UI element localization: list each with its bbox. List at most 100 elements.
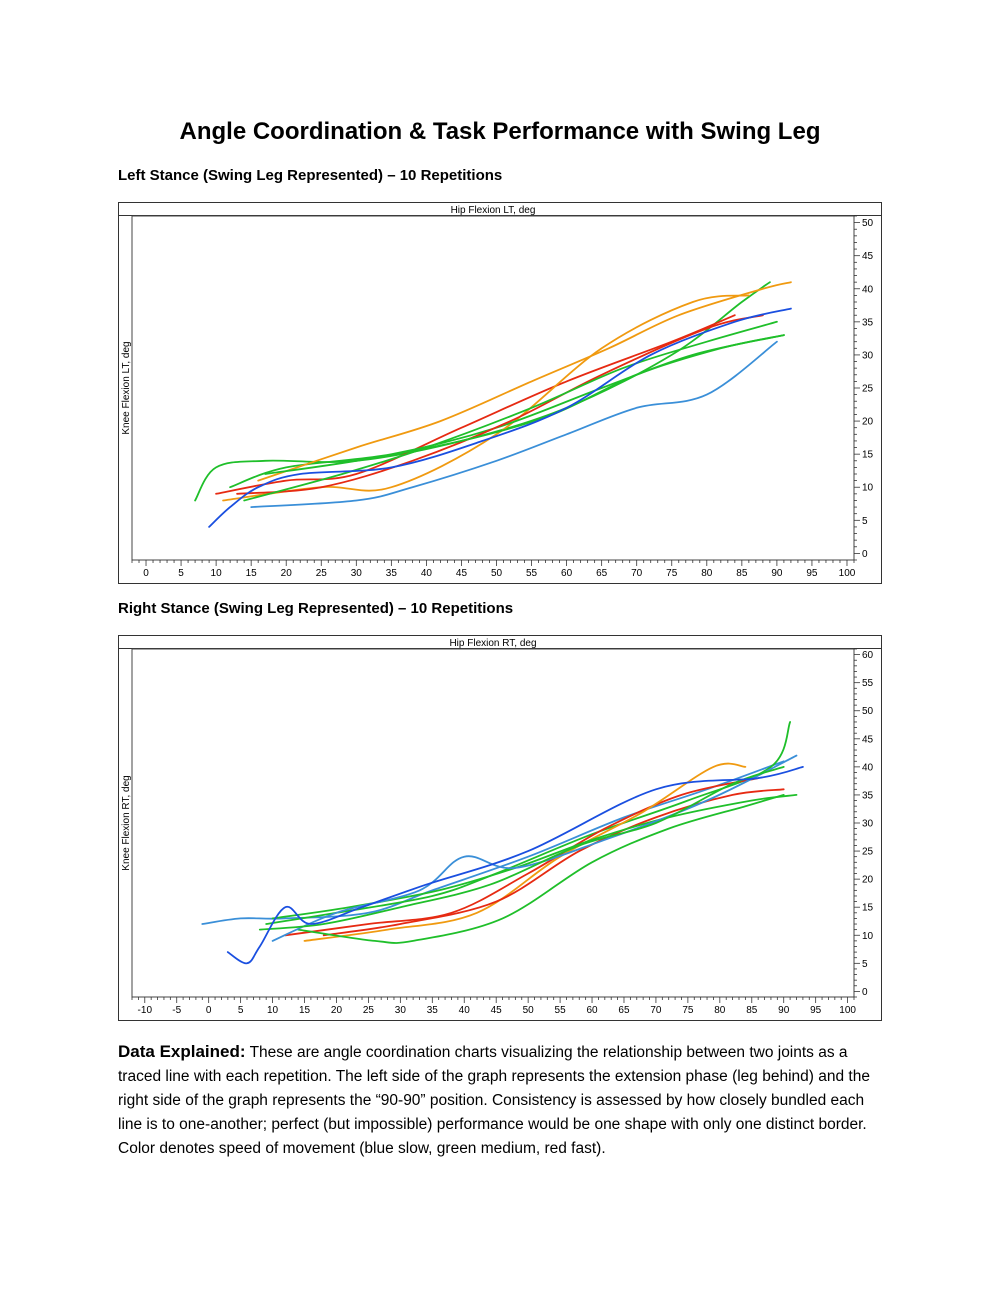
left-chart-xtick-label: 70 [631,568,643,579]
left-chart-ytick-label: 50 [862,218,874,229]
right-chart-series-3 [284,777,760,937]
left-chart-xtick-label: 35 [386,568,398,579]
left-chart-xtick-label: 100 [839,568,856,579]
right-chart-series-6 [271,794,798,920]
right-chart-ytick-label: 0 [862,987,868,998]
right-chart-series-9 [258,766,785,931]
right-chart-xtick-label: 25 [363,1005,375,1016]
left-chart-frame [118,202,882,584]
left-chart-xtick-label: 85 [736,568,748,579]
right-chart-ylabel: Knee Flexion RT, deg [121,775,132,870]
data-explained-text: These are angle coordination charts visu… [118,1044,870,1157]
right-chart-ytick-label: 30 [862,819,874,830]
left-chart-xtick-label: 55 [526,568,538,579]
right-chart-xtick-label: 50 [523,1005,535,1016]
left-chart-series-10 [208,307,792,528]
left-chart-xtick-label: 45 [456,568,468,579]
right-stance-chart-svg: Hip Flexion RT, deg Knee Flexion RT, deg -… [118,635,882,1021]
left-chart-xtick-label: 10 [211,568,223,579]
left-chart-xtick-label: 5 [178,568,184,579]
left-chart-series-7 [250,340,778,508]
right-chart-ytick-label: 45 [862,734,874,745]
left-chart-xtick-label: 40 [421,568,433,579]
left-chart-series-5 [236,314,764,495]
left-chart-ytick-label: 30 [862,350,874,361]
left-chart-xtick-label: 60 [561,568,573,579]
left-stance-chart-svg: Hip Flexion LT, deg Knee Flexion LT, deg 0… [118,202,882,584]
right-chart-xtick-label: 85 [746,1005,758,1016]
right-chart-xtick-label: 35 [427,1005,439,1016]
right-chart-series-group [201,721,804,965]
right-chart-ytick-label: 40 [862,762,874,773]
left-chart-xtick-label: 80 [701,568,713,579]
left-chart-title: Hip Flexion LT, deg [451,205,536,216]
right-chart-xtick-label: 65 [618,1005,630,1016]
left-chart-ytick-label: 10 [862,483,874,494]
left-chart-series-8 [257,281,792,482]
left-chart-ytick-label: 40 [862,284,874,295]
left-chart-xtick-label: 30 [351,568,363,579]
right-chart-xtick-label: 0 [206,1005,212,1016]
right-chart-ytick-label: 20 [862,875,874,886]
right-chart-series-1 [201,760,785,925]
right-chart-ytick-label: 50 [862,706,874,717]
data-explained-label: Data Explained: [118,1042,246,1061]
right-chart-xtick-label: 45 [491,1005,503,1016]
left-chart-series-group [194,281,792,528]
right-stance-chart: Hip Flexion RT, deg Knee Flexion RT, deg -… [118,635,882,1021]
right-chart-xtick-label: -10 [138,1005,153,1016]
right-chart-xtick-label: 30 [395,1005,407,1016]
right-chart-ytick-label: 5 [862,959,868,970]
left-chart-xtick-label: 50 [491,568,503,579]
right-chart-xtick-label: 90 [778,1005,790,1016]
right-chart-xtick-label: 100 [839,1005,856,1016]
right-chart-ytick-label: 15 [862,903,874,914]
right-chart-ytick-label: 60 [862,650,874,661]
right-chart-xtick-label: 55 [555,1005,567,1016]
right-chart-ytick-label: 55 [862,678,874,689]
page-title: Angle Coordination & Task Performance wi… [179,118,821,145]
left-chart-xtick-label: 20 [281,568,293,579]
right-chart-xtick-label: 95 [810,1005,822,1016]
left-chart-xtick-label: 15 [246,568,258,579]
right-chart-series-5 [322,788,785,937]
left-chart-ytick-label: 25 [862,384,874,395]
right-chart-xtick-label: 75 [682,1005,694,1016]
right-chart-series-10 [226,766,804,965]
left-chart-xtick-label: 95 [806,568,818,579]
left-chart-ytick-label: 35 [862,317,874,328]
left-chart-ylabel: Knee Flexion LT, deg [121,341,132,434]
left-stance-heading: Left Stance (Swing Leg Represented) – 10… [118,167,503,184]
right-chart-title: Hip Flexion RT, deg [449,638,536,649]
left-stance-chart: Hip Flexion LT, deg Knee Flexion LT, deg 0… [118,202,882,584]
right-chart-ytick-label: 35 [862,790,874,801]
right-chart-xtick-label: 15 [299,1005,311,1016]
left-chart-ytick-label: 0 [862,549,868,560]
left-chart-xtick-label: 25 [316,568,328,579]
left-chart-series-6 [243,320,778,502]
right-chart-frame [118,635,882,1021]
right-chart-series-7 [297,794,785,944]
right-stance-heading: Right Stance (Swing Leg Represented) – 1… [118,600,514,617]
right-chart-series-8 [271,754,798,942]
right-chart-xtick-label: 60 [586,1005,598,1016]
right-chart-xtick-label: 40 [459,1005,471,1016]
right-chart-xtick-label: -5 [172,1005,181,1016]
right-chart-series-4 [303,762,747,942]
left-chart-xtick-label: 0 [143,568,149,579]
left-chart-series-2 [215,314,736,495]
left-chart-ytick-label: 5 [862,516,868,527]
left-chart-ytick-label: 15 [862,450,874,461]
right-chart-xtick-label: 70 [650,1005,662,1016]
left-chart-ytick-label: 20 [862,417,874,428]
right-chart-xtick-label: 20 [331,1005,343,1016]
left-chart-xtick-label: 75 [666,568,678,579]
left-chart-xtick-label: 65 [596,568,608,579]
right-chart-xtick-label: 5 [238,1005,244,1016]
right-chart-ytick-label: 25 [862,847,874,858]
data-explanation: Data Explained: These are angle coordina… [118,1040,888,1161]
right-chart-ytick-label: 10 [862,931,874,942]
left-chart-xtick-label: 90 [771,568,783,579]
left-chart-ytick-label: 45 [862,251,874,262]
right-chart-xtick-label: 80 [714,1005,726,1016]
